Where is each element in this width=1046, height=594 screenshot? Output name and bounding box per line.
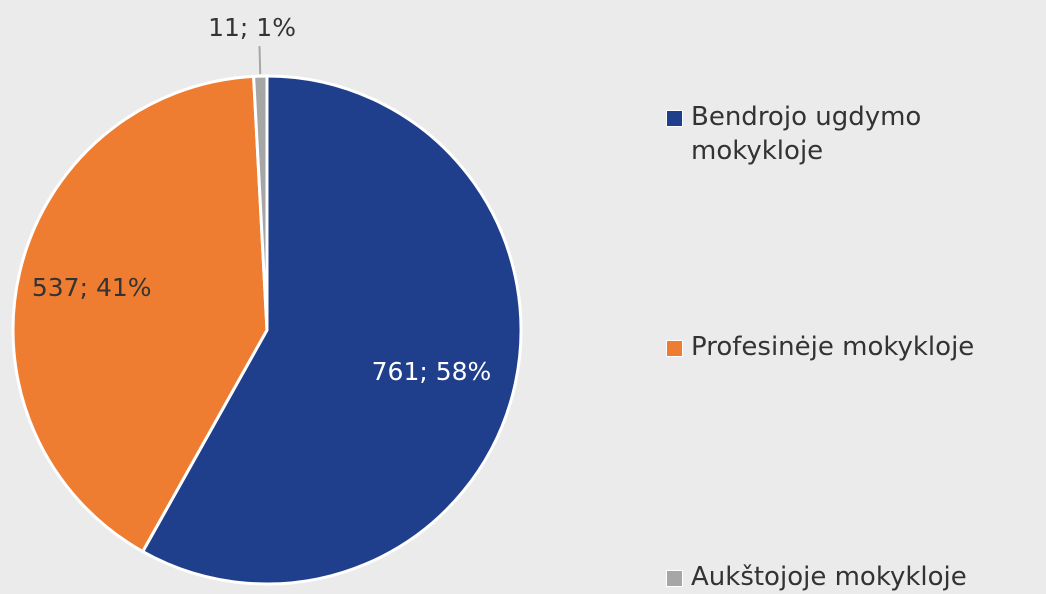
legend-item: Profesinėje mokykloje [666,330,1026,364]
pie-slice [11,74,269,554]
legend-item: Aukštojoje mokykloje [666,560,1026,594]
data-label: 761; 58% [372,357,492,386]
data-label: 11; 1% [208,13,296,42]
legend-swatch [666,110,683,127]
legend-label: Aukštojoje mokykloje [691,562,967,592]
legend-item: Bendrojo ugdymo mokykloje [666,100,1026,168]
legend-label: Bendrojo ugdymo mokykloje [691,102,922,166]
pie-area: 761; 58% 537; 41% 11; 1% [11,13,523,586]
legend-label: Profesinėje mokykloje [691,332,975,362]
leader-line [258,46,262,75]
pie-slice [252,74,269,331]
pie-slice [140,74,523,586]
legend-swatch [666,340,683,357]
data-label: 537; 41% [32,273,152,302]
legend-swatch [666,570,683,587]
